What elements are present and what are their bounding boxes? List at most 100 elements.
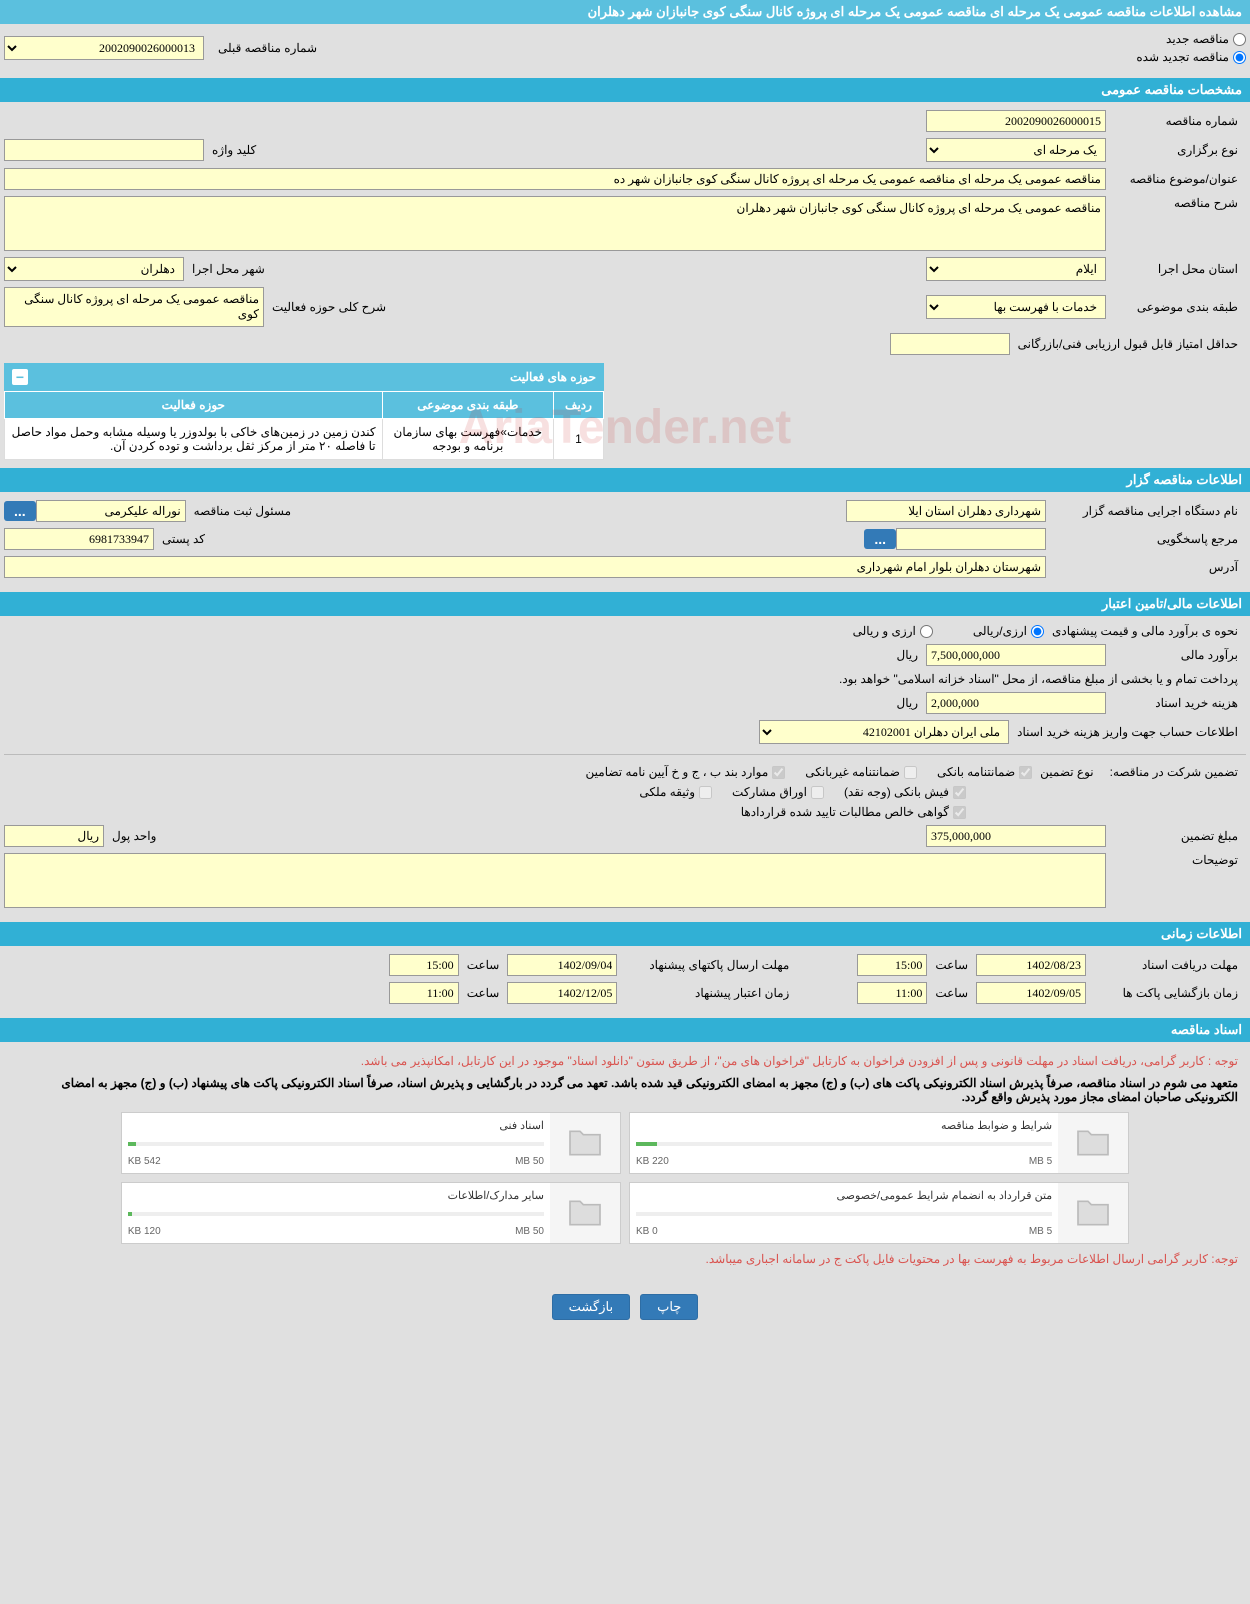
- file-max: 5 MB: [1029, 1226, 1052, 1237]
- file-progress: [128, 1142, 544, 1146]
- time-validity-time[interactable]: [389, 982, 459, 1004]
- org-resp-input[interactable]: [36, 500, 186, 522]
- radio-rial[interactable]: ارزی/ریالی: [973, 624, 1044, 638]
- time-send-time[interactable]: [389, 954, 459, 976]
- file-box[interactable]: اسناد فنی 50 MB 542 KB: [121, 1112, 621, 1174]
- radio-new-tender[interactable]: مناقصه جدید: [1136, 32, 1246, 46]
- back-button[interactable]: بازگشت: [552, 1294, 630, 1320]
- min-score-label: حداقل امتیاز قابل قبول ارزیابی فنی/بازرگ…: [1010, 337, 1246, 351]
- desc-textarea[interactable]: مناقصه عمومی یک مرحله ای پروژه کانال سنگ…: [4, 196, 1106, 251]
- fin-amount-input[interactable]: [926, 825, 1106, 847]
- activity-table-title: حوزه های فعالیت: [510, 370, 596, 384]
- org-resp-lookup-button[interactable]: ...: [4, 501, 36, 521]
- org-name-input[interactable]: [846, 500, 1046, 522]
- tender-no-input[interactable]: [926, 110, 1106, 132]
- time-open-date[interactable]: [976, 982, 1086, 1004]
- print-button[interactable]: چاپ: [640, 1294, 698, 1320]
- collapse-icon[interactable]: −: [12, 369, 28, 385]
- min-score-input[interactable]: [890, 333, 1010, 355]
- activity-table: ردیف طبقه بندی موضوعی حوزه فعالیت 1خدمات…: [4, 391, 604, 460]
- fin-currency-input[interactable]: [4, 825, 104, 847]
- file-max: 5 MB: [1029, 1156, 1052, 1167]
- time-receive-date[interactable]: [976, 954, 1086, 976]
- province-label: استان محل اجرا: [1106, 262, 1246, 276]
- subject-input[interactable]: [4, 168, 1106, 190]
- category-select[interactable]: خدمات با فهرست بها: [926, 295, 1106, 319]
- file-box[interactable]: سایر مدارک/اطلاعات 50 MB120 KB: [121, 1182, 621, 1244]
- file-max: 50 MB: [515, 1156, 544, 1167]
- file-size: 220 KB: [636, 1156, 669, 1167]
- cell-act: کندن زمین در زمین‌های خاکی با بولدوزر یا…: [5, 419, 383, 460]
- chk-cash[interactable]: فیش بانکی (وجه نقد): [844, 785, 966, 799]
- city-label: شهر محل اجرا: [184, 262, 273, 276]
- prev-number-select[interactable]: 2002090026000013: [4, 36, 204, 60]
- file-progress: [636, 1142, 1052, 1146]
- time-open-label: زمان بازگشایی پاکت ها: [1086, 986, 1246, 1000]
- chk-regs[interactable]: موارد بند ب ، ج و خ آیین نامه تضامین: [586, 765, 786, 779]
- city-select[interactable]: دهلران: [4, 257, 184, 281]
- file-title: اسناد فنی: [128, 1119, 544, 1132]
- fin-notes-textarea[interactable]: [4, 853, 1106, 908]
- time-open-time-label: ساعت: [927, 986, 976, 1000]
- fin-account-label: اطلاعات حساب جهت واریز هزینه خرید اسناد: [1009, 725, 1246, 739]
- category-label: طبقه بندی موضوعی: [1106, 300, 1246, 314]
- fin-estimate-input[interactable]: [926, 644, 1106, 666]
- time-send-date[interactable]: [507, 954, 617, 976]
- file-box[interactable]: شرایط و ضوابط مناقصه 5 MB220 KB: [629, 1112, 1129, 1174]
- folder-icon: [550, 1113, 620, 1173]
- radio-fx[interactable]: ارزی و ریالی: [853, 624, 933, 638]
- fin-guarantee-type-label: نوع تضمین: [1032, 765, 1101, 779]
- fin-amount-label: مبلغ تضمین: [1106, 829, 1246, 843]
- time-send-label: مهلت ارسال پاکتهای پیشنهاد: [617, 958, 797, 972]
- org-ref-input[interactable]: [896, 528, 1046, 550]
- type-label: نوع برگزاری: [1106, 143, 1246, 157]
- chk-bank[interactable]: ضمانتنامه بانکی: [937, 765, 1032, 779]
- org-resp-label: مسئول ثبت مناقصه: [186, 504, 299, 518]
- file-size: 542 KB: [128, 1156, 161, 1167]
- chk-cert[interactable]: گواهی خالص مطالبات تایید شده قراردادها: [741, 805, 966, 819]
- time-validity-date[interactable]: [507, 982, 617, 1004]
- radio-renew-tender[interactable]: مناقصه تجدید شده: [1136, 50, 1246, 64]
- org-ref-lookup-button[interactable]: ...: [864, 529, 896, 549]
- prev-number-label: شماره مناقصه قبلی: [210, 41, 325, 55]
- docs-note-2: متعهد می شوم در اسناد مناقصه، صرفاً پذیر…: [4, 1072, 1246, 1108]
- org-address-label: آدرس: [1046, 560, 1246, 574]
- time-receive-time[interactable]: [857, 954, 927, 976]
- col-category-header: طبقه بندی موضوعی: [382, 392, 553, 419]
- file-box[interactable]: متن قرارداد به انضمام شرایط عمومی/خصوصی …: [629, 1182, 1129, 1244]
- section-fin-title: اطلاعات مالی/تامین اعتبار: [0, 592, 1250, 616]
- org-address-input[interactable]: [4, 556, 1046, 578]
- file-progress: [128, 1212, 544, 1216]
- file-size: 120 KB: [128, 1226, 161, 1237]
- chk-nonbank[interactable]: ضمانتنامه غیربانکی: [805, 765, 917, 779]
- radio-new-input[interactable]: [1233, 33, 1246, 46]
- chk-shares[interactable]: اوراق مشارکت: [732, 785, 824, 799]
- time-validity-label: زمان اعتبار پیشنهاد: [617, 986, 797, 1000]
- col-activity-header: حوزه فعالیت: [5, 392, 383, 419]
- fin-doc-cost-input[interactable]: [926, 692, 1106, 714]
- time-receive-time-label: ساعت: [927, 958, 976, 972]
- radio-renew-label: مناقصه تجدید شده: [1136, 50, 1229, 64]
- file-title: متن قرارداد به انضمام شرایط عمومی/خصوصی: [636, 1189, 1052, 1202]
- rial-unit-2: ریال: [888, 696, 926, 710]
- time-validity-time-label: ساعت: [459, 986, 508, 1000]
- province-select[interactable]: ایلام: [926, 257, 1106, 281]
- fin-doc-cost-label: هزینه خرید اسناد: [1106, 696, 1246, 710]
- section-org-title: اطلاعات مناقصه گزار: [0, 468, 1250, 492]
- fin-currency-label: واحد پول: [104, 829, 164, 843]
- type-select[interactable]: یک مرحله ای: [926, 138, 1106, 162]
- chk-property[interactable]: وثیقه ملکی: [639, 785, 712, 799]
- col-row-header: ردیف: [554, 392, 604, 419]
- fin-notes-label: توضیحات: [1106, 853, 1246, 867]
- org-postal-input[interactable]: [4, 528, 154, 550]
- fin-guarantee-label: تضمین شرکت در مناقصه:: [1102, 765, 1246, 779]
- time-open-time[interactable]: [857, 982, 927, 1004]
- main-title-bar: مشاهده اطلاعات مناقصه عمومی یک مرحله ای …: [0, 0, 1250, 24]
- radio-renew-input[interactable]: [1233, 51, 1246, 64]
- keyword-input[interactable]: [4, 139, 204, 161]
- table-row: 1خدمات»فهرست بهای سازمان برنامه و بودجهک…: [5, 419, 604, 460]
- radio-new-label: مناقصه جدید: [1166, 32, 1229, 46]
- fin-account-select[interactable]: ملی ایران دهلران 42102001: [759, 720, 1009, 744]
- activity-desc-textarea[interactable]: مناقصه عمومی یک مرحله ای پروژه کانال سنگ…: [4, 287, 264, 327]
- activity-desc-label: شرح کلی حوزه فعالیت: [264, 300, 394, 314]
